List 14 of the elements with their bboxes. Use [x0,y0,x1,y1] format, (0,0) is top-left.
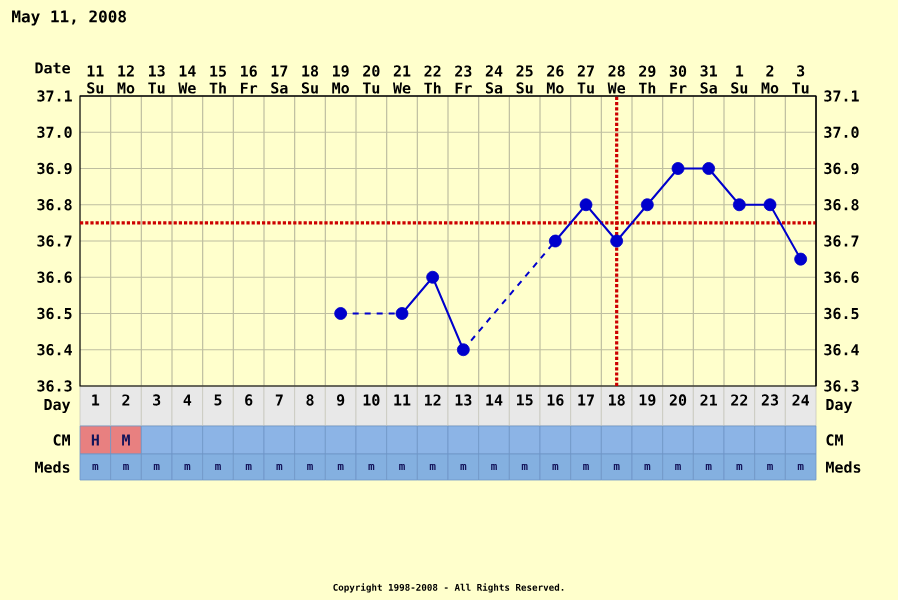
point [610,234,624,248]
point [640,198,654,212]
point [671,162,685,175]
point [548,234,562,248]
point [456,343,470,357]
point [426,270,440,284]
point [334,307,348,320]
point [732,198,746,212]
point [395,307,409,320]
point [579,198,593,212]
point [702,162,716,175]
point [794,252,808,266]
chart-title: May 11, 2008 [12,10,126,26]
point [763,198,777,212]
